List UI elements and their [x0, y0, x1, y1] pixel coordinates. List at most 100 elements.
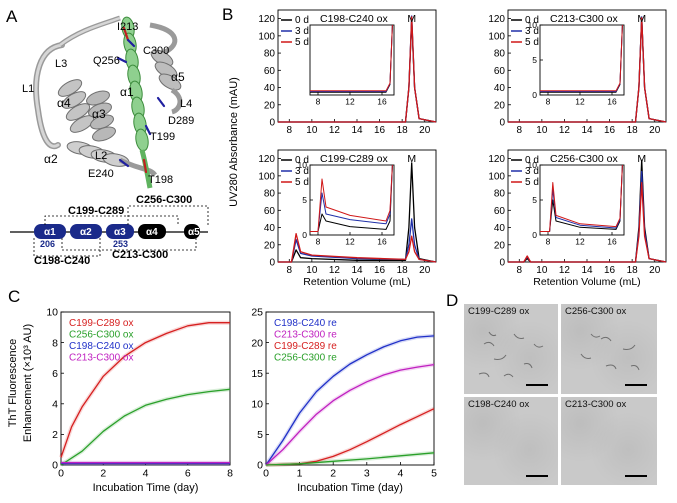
- x-tick-label: 10: [306, 125, 318, 136]
- label-a5: α5: [171, 70, 185, 84]
- legend-label-3-d: 3 d: [295, 166, 309, 177]
- x-tick-label: 8: [227, 468, 233, 480]
- fibril-texture: [580, 333, 640, 371]
- y-tick-label: 0: [302, 230, 307, 240]
- label-a1: α1: [120, 85, 134, 99]
- domain-map: α1 α2 α3 α4 α5 C199-C289 C256-C300 C198-…: [10, 194, 209, 267]
- series-5-d: [540, 24, 623, 92]
- y-tick-label: 20: [494, 100, 506, 111]
- panel-letter-d: D: [446, 291, 458, 310]
- label-l1: L1: [22, 83, 34, 95]
- helix-a3-label: α3: [114, 227, 126, 238]
- x-tick-label: 20: [419, 125, 431, 136]
- chart-title: C213-C300 ox: [550, 13, 618, 25]
- legend-c199-c289-re: C199-C289 re: [274, 341, 337, 352]
- scale-bar: [526, 475, 548, 477]
- x-tick-label: 12: [345, 97, 355, 107]
- helix-a2-box: [70, 224, 102, 239]
- series-c213-c300-re: [265, 363, 435, 466]
- y-tick-label: 4: [52, 398, 58, 410]
- y-tick-label: 10: [46, 307, 58, 319]
- scale-bar: [625, 475, 647, 477]
- x-tick-label: 16: [604, 125, 616, 136]
- x-tick-label: 16: [607, 97, 617, 107]
- x-tick-label: 16: [377, 237, 387, 247]
- label-i213: I213: [117, 21, 138, 33]
- x-tick-label: 8: [517, 265, 523, 276]
- y-tick-label: 40: [494, 83, 506, 94]
- helix-a1-box: [34, 224, 66, 239]
- x-axis-label: Incubation Time (day): [297, 482, 403, 494]
- y-tick-label: 20: [264, 100, 276, 111]
- x-tick-label: 18: [627, 125, 639, 136]
- legend-c198-c240-ox: C198-C240 ox: [69, 341, 133, 352]
- y-tick-label: 2: [52, 429, 58, 441]
- label-d289: D289: [168, 115, 194, 127]
- legend-label-0-d: 0 d: [295, 15, 309, 26]
- b-ylabel: UV280 Absorbance (mAU): [228, 77, 240, 207]
- y-tick-label: 80: [494, 189, 506, 200]
- chart-title: C256-C300 ox: [550, 153, 618, 165]
- x-tick-label: 2: [100, 468, 106, 480]
- x-tick-label: 20: [649, 125, 661, 136]
- x-tick-label: 10: [306, 265, 318, 276]
- legend-c256-c300-re: C256-C300 re: [274, 353, 337, 364]
- x-axis-label: Retention Volume (mL): [303, 276, 410, 288]
- helix-a4-label: α4: [146, 227, 158, 238]
- y-tick-label: 25: [251, 307, 263, 319]
- label-e240: E240: [88, 168, 114, 180]
- x-tick-label: 8: [316, 237, 321, 247]
- plot-frame: [309, 24, 395, 96]
- x-tick-label: 12: [329, 265, 341, 276]
- x-tick-label: 12: [575, 97, 585, 107]
- label-a2: α2: [44, 152, 58, 166]
- y-tick-label: 100: [488, 171, 505, 182]
- y-tick-label: 40: [264, 223, 276, 234]
- x-tick-label: 12: [575, 237, 585, 247]
- label-l4: L4: [180, 98, 192, 110]
- legend-label-5-d: 5 d: [525, 177, 539, 188]
- x-tick-label: 2: [330, 468, 336, 480]
- y-tick-label: 8: [52, 337, 58, 349]
- series-c256-c300-ox: [60, 388, 231, 466]
- helix-a1-label: α1: [44, 227, 56, 238]
- y-tick-label: 0: [52, 460, 58, 472]
- x-tick-label: 14: [581, 265, 593, 276]
- chart-title: C199-C289 ox: [320, 153, 388, 165]
- c-ylabel-line2: Enhancement (×10³ AU): [22, 324, 34, 442]
- y-tick-label: 10: [528, 160, 538, 170]
- y-tick-label: 60: [494, 206, 506, 217]
- legend-label-3-d: 3 d: [525, 26, 539, 37]
- x-tick-label: 16: [374, 125, 386, 136]
- tem-label-c256-c300: C256-C300 ox: [565, 306, 627, 317]
- chart-c213-c300: 8 10 12 14 16 18 20 0 20 40 60 80 100 120 8 12 16 0 5 10 C21…: [488, 9, 667, 136]
- pair-c198-c240: C198-C240: [34, 255, 90, 267]
- pair-c199-c289: C199-C289: [68, 205, 124, 217]
- y-tick-label: 120: [258, 154, 275, 165]
- legend-c256-c300-ox: C256-C300 ox: [69, 330, 133, 341]
- series-5-d: [278, 232, 437, 263]
- x-tick-label: 20: [419, 265, 431, 276]
- y-tick-label: 40: [494, 223, 506, 234]
- x-tick-label: 16: [374, 265, 386, 276]
- label-c300: C300: [143, 45, 169, 57]
- x-tick-label: 18: [397, 265, 409, 276]
- protein-structure: I213 C300 Q256 L3 L1 α4 α3 α1 α5 L4 D289…: [22, 15, 194, 189]
- tem-label-c198-c240: C198-C240 ox: [468, 399, 530, 410]
- x-tick-label: 0: [58, 468, 64, 480]
- panel-letter-a: A: [6, 7, 18, 26]
- y-tick-label: 20: [494, 240, 506, 251]
- tem-image-c199-c289: C199-C289 ox: [464, 304, 558, 394]
- legend-label-0-d: 0 d: [525, 15, 539, 26]
- y-tick-label: 15: [251, 368, 263, 380]
- series-5-d: [310, 164, 393, 232]
- x-tick-label: 14: [351, 265, 363, 276]
- legend-c199-c289-ox: C199-C289 ox: [69, 318, 133, 329]
- label-t198: T198: [148, 174, 173, 186]
- y-tick-label: 5: [302, 195, 307, 205]
- y-tick-label: 5: [257, 429, 263, 441]
- legend-label-5-d: 5 d: [295, 37, 309, 48]
- x-tick-label: 12: [559, 125, 571, 136]
- series-5-d: [278, 16, 437, 123]
- pair-c213-c300: C213-C300: [112, 249, 168, 261]
